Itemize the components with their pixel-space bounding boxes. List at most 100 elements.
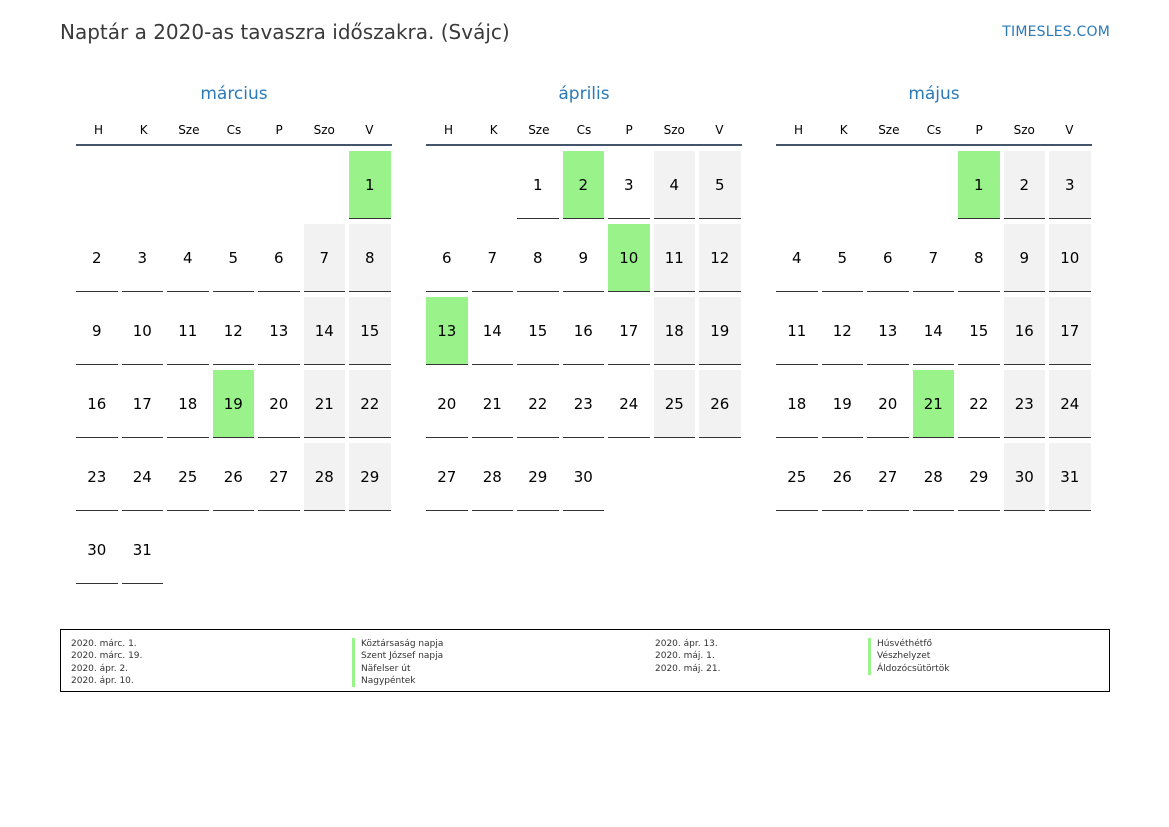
day-cell[interactable]: 31 xyxy=(1049,443,1091,511)
month-title: március xyxy=(200,84,268,104)
holiday-day-cell[interactable]: 2 xyxy=(562,151,604,219)
day-cell[interactable]: 18 xyxy=(776,370,818,438)
day-cell[interactable]: 3 xyxy=(121,224,163,292)
day-cell[interactable]: 13 xyxy=(867,297,909,365)
day-cell[interactable]: 30 xyxy=(76,516,118,584)
day-cell[interactable]: 14 xyxy=(471,297,513,365)
day-cell[interactable]: 7 xyxy=(303,224,345,292)
day-cell[interactable]: 18 xyxy=(167,370,209,438)
day-cell[interactable]: 28 xyxy=(303,443,345,511)
weekday-header: H K Sze Cs P Szo V xyxy=(776,116,1092,146)
holiday-day-cell[interactable]: 10 xyxy=(608,224,650,292)
day-cell[interactable]: 7 xyxy=(471,224,513,292)
day-cell[interactable]: 15 xyxy=(958,297,1000,365)
day-cell[interactable]: 20 xyxy=(867,370,909,438)
day-cell[interactable]: 2 xyxy=(76,224,118,292)
day-cell[interactable]: 3 xyxy=(1049,151,1091,219)
day-cell[interactable]: 25 xyxy=(776,443,818,511)
legend-name: Áldozócsütörtök xyxy=(868,662,949,675)
day-cell[interactable]: 3 xyxy=(608,151,650,219)
day-cell[interactable]: 27 xyxy=(867,443,909,511)
day-cell[interactable]: 23 xyxy=(1003,370,1045,438)
day-cell[interactable]: 27 xyxy=(426,443,468,511)
day-cell[interactable]: 8 xyxy=(517,224,559,292)
day-cell[interactable]: 22 xyxy=(517,370,559,438)
day-cell[interactable]: 29 xyxy=(349,443,391,511)
day-cell[interactable]: 12 xyxy=(821,297,863,365)
day-cell[interactable]: 5 xyxy=(821,224,863,292)
day-cell[interactable]: 10 xyxy=(121,297,163,365)
day-cell[interactable]: 26 xyxy=(821,443,863,511)
day-cell[interactable]: 12 xyxy=(699,224,741,292)
day-cell[interactable]: 26 xyxy=(212,443,254,511)
holiday-day-cell[interactable]: 1 xyxy=(349,151,391,219)
day-cell[interactable]: 28 xyxy=(471,443,513,511)
day-cell[interactable]: 15 xyxy=(349,297,391,365)
day-cell[interactable]: 20 xyxy=(426,370,468,438)
day-cell[interactable]: 26 xyxy=(699,370,741,438)
day-cell[interactable]: 6 xyxy=(867,224,909,292)
day-cell[interactable]: 23 xyxy=(76,443,118,511)
holiday-day-cell[interactable]: 21 xyxy=(912,370,954,438)
day-cell[interactable]: 17 xyxy=(121,370,163,438)
day-cell[interactable]: 4 xyxy=(167,224,209,292)
day-cell[interactable]: 16 xyxy=(1003,297,1045,365)
day-cell[interactable]: 25 xyxy=(653,370,695,438)
day-cell[interactable]: 19 xyxy=(821,370,863,438)
day-cell[interactable]: 8 xyxy=(958,224,1000,292)
site-link[interactable]: TIMESLES.COM xyxy=(1002,24,1110,40)
day-cell[interactable]: 11 xyxy=(776,297,818,365)
day-cell[interactable]: 22 xyxy=(349,370,391,438)
day-cell[interactable]: 23 xyxy=(562,370,604,438)
month-title: május xyxy=(908,84,960,104)
day-cell[interactable]: 5 xyxy=(212,224,254,292)
day-cell[interactable]: 16 xyxy=(76,370,118,438)
legend-dates-col-2: 2020. ápr. 13. 2020. máj. 1. 2020. máj. … xyxy=(655,638,720,675)
day-cell[interactable]: 15 xyxy=(517,297,559,365)
day-cell[interactable]: 21 xyxy=(303,370,345,438)
day-cell[interactable]: 19 xyxy=(699,297,741,365)
day-cell[interactable]: 17 xyxy=(608,297,650,365)
day-cell[interactable]: 30 xyxy=(562,443,604,511)
day-cell[interactable]: 28 xyxy=(912,443,954,511)
day-cell[interactable]: 21 xyxy=(471,370,513,438)
day-cell[interactable]: 9 xyxy=(76,297,118,365)
day-cell[interactable]: 12 xyxy=(212,297,254,365)
day-cell[interactable]: 20 xyxy=(258,370,300,438)
day-cell[interactable]: 14 xyxy=(912,297,954,365)
day-cell[interactable]: 6 xyxy=(426,224,468,292)
day-cell[interactable]: 24 xyxy=(1049,370,1091,438)
day-cell[interactable]: 2 xyxy=(1003,151,1045,219)
day-cell[interactable]: 24 xyxy=(121,443,163,511)
day-cell[interactable]: 25 xyxy=(167,443,209,511)
day-cell[interactable]: 30 xyxy=(1003,443,1045,511)
day-cell[interactable]: 29 xyxy=(517,443,559,511)
day-cell[interactable]: 31 xyxy=(121,516,163,584)
day-cell[interactable]: 11 xyxy=(167,297,209,365)
day-cell[interactable]: 29 xyxy=(958,443,1000,511)
day-cell[interactable]: 18 xyxy=(653,297,695,365)
day-cell[interactable]: 5 xyxy=(699,151,741,219)
day-cell[interactable]: 16 xyxy=(562,297,604,365)
day-cell[interactable]: 6 xyxy=(258,224,300,292)
day-cell[interactable]: 10 xyxy=(1049,224,1091,292)
day-cell[interactable]: 13 xyxy=(258,297,300,365)
day-cell[interactable]: 27 xyxy=(258,443,300,511)
day-cell[interactable]: 11 xyxy=(653,224,695,292)
weekday-label: Szo xyxy=(663,123,685,137)
day-cell[interactable]: 14 xyxy=(303,297,345,365)
weekday-label: Szo xyxy=(313,123,335,137)
holiday-day-cell[interactable]: 19 xyxy=(212,370,254,438)
day-cell[interactable]: 4 xyxy=(653,151,695,219)
day-cell[interactable]: 9 xyxy=(562,224,604,292)
day-cell[interactable]: 22 xyxy=(958,370,1000,438)
day-cell[interactable]: 24 xyxy=(608,370,650,438)
day-cell[interactable]: 7 xyxy=(912,224,954,292)
day-cell[interactable]: 9 xyxy=(1003,224,1045,292)
day-cell[interactable]: 1 xyxy=(517,151,559,219)
day-cell[interactable]: 8 xyxy=(349,224,391,292)
day-cell[interactable]: 4 xyxy=(776,224,818,292)
holiday-day-cell[interactable]: 13 xyxy=(426,297,468,365)
day-cell[interactable]: 17 xyxy=(1049,297,1091,365)
holiday-day-cell[interactable]: 1 xyxy=(958,151,1000,219)
